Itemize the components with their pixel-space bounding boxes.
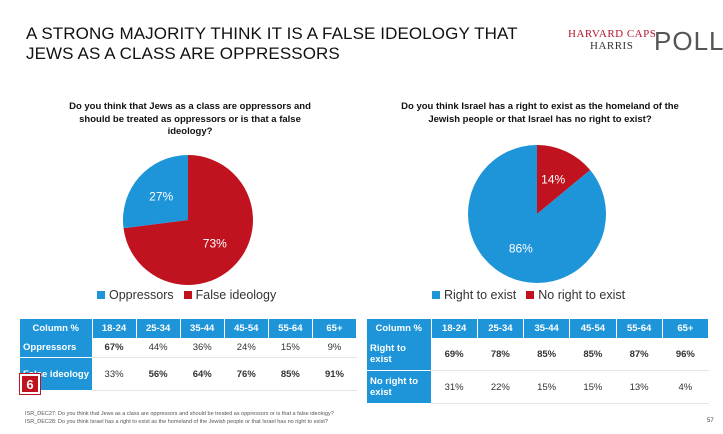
pie-2-question: Do you think Israel has a right to exist… (401, 101, 679, 125)
page-number: 57 (707, 418, 714, 424)
age-breakdown-table-oppressors: Column % 18-24 25-34 35-44 45-54 55-64 65+ Opp… (20, 319, 358, 391)
pie-1-legend: Oppressors False ideology (97, 288, 276, 302)
column-header-age: 65+ (312, 319, 358, 338)
table-cell: 24% (224, 338, 269, 358)
pie-2-legend: Right to exist No right to exist (432, 288, 625, 302)
pie-slice-false-ideology (123, 155, 253, 285)
table-cell: 15% (569, 370, 616, 404)
pie-slice-right-to-exist (468, 145, 606, 283)
table-cell: 13% (616, 370, 663, 404)
oppressors-pie-chart: 73% 27% (123, 155, 253, 285)
table-cell: 76% (224, 357, 269, 391)
legend-swatch-red (526, 291, 535, 299)
legend-label: No right to exist (538, 288, 626, 302)
legend-item-false-ideology: False ideology (183, 288, 277, 302)
slide-badge: 6 (19, 373, 41, 395)
column-header-age: 25-34 (136, 319, 181, 338)
table-cell: 87% (616, 338, 663, 371)
pie-1-question: Do you think that Jews as a class are op… (69, 101, 311, 137)
legend-label: Right to exist (444, 288, 517, 302)
column-header-age: 65+ (662, 319, 710, 338)
logo-line-1: HARVARD CAPS (568, 28, 657, 40)
table-row: Right to exist 69% 78% 85% 85% 87% 96% (367, 338, 709, 371)
legend-label: False ideology (195, 288, 277, 302)
legend-item-right-to-exist: Right to exist (432, 288, 516, 302)
table-cell: 85% (569, 338, 616, 371)
table-row: False ideology 33% 56% 64% 76% 85% 91% (20, 357, 357, 391)
footnotes: ISR_DEC27: Do you think that Jews as a c… (25, 410, 334, 426)
row-header: Right to exist (367, 338, 431, 371)
column-header-age: 18-24 (92, 319, 137, 338)
legend-item-no-right-to-exist: No right to exist (526, 288, 625, 302)
legend-swatch-blue (432, 291, 440, 299)
table-cell: 85% (268, 357, 313, 391)
legend-swatch-red (183, 291, 192, 299)
pie-data-label: 86% (509, 241, 533, 255)
column-header-age: 45-54 (224, 319, 269, 338)
column-header-age: 35-44 (523, 319, 571, 338)
column-header-age: 25-34 (477, 319, 525, 338)
table-cell: 31% (431, 370, 478, 404)
table-cell: 22% (477, 370, 524, 404)
table-cell: 56% (136, 357, 181, 391)
table-cell: 33% (92, 357, 137, 391)
legend-label: Oppressors (109, 288, 174, 302)
age-breakdown-table-right-to-exist: Column % 18-24 25-34 35-44 45-54 55-64 65+ Rig… (367, 319, 710, 404)
table-cell: 15% (523, 370, 570, 404)
pie-data-label: 73% (203, 237, 227, 251)
harvard-caps-harris-poll-logo: HARVARD CAPS HARRIS POLL (568, 26, 723, 56)
table-cell: 64% (180, 357, 225, 391)
column-header-age: 35-44 (180, 319, 225, 338)
row-header: No right to exist (367, 370, 431, 404)
table-cell: 4% (662, 370, 709, 404)
column-header-age: 55-64 (616, 319, 663, 338)
pie-slice-oppressors (123, 155, 188, 229)
table-row: Oppressors 67% 44% 36% 24% 15% 9% (20, 338, 357, 358)
table-row: No right to exist 31% 22% 15% 15% 13% 4% (367, 370, 709, 404)
table-cell: 15% (268, 338, 313, 358)
page-title: A STRONG MAJORITY THINK IT IS A FALSE ID… (26, 24, 518, 63)
right-to-exist-pie-chart: 14% 86% (468, 145, 606, 283)
column-header-age: 55-64 (268, 319, 313, 338)
table-cell: 91% (312, 357, 357, 391)
pie-data-label: 27% (149, 189, 173, 203)
table-cell: 96% (662, 338, 709, 371)
table-cell: 78% (477, 338, 524, 371)
table-cell: 69% (431, 338, 478, 371)
footnote-1: ISR_DEC27: Do you think that Jews as a c… (25, 411, 334, 417)
table-cell: 9% (312, 338, 357, 358)
logo-line-3: POLL (654, 26, 723, 56)
table-cell: 44% (136, 338, 181, 358)
column-header-age: 18-24 (431, 319, 478, 338)
legend-item-oppressors: Oppressors (97, 288, 174, 302)
pie-slice-no-right-to-exist (537, 145, 591, 214)
logo-line-2: HARRIS (590, 40, 634, 52)
row-header: Oppressors (20, 338, 92, 358)
column-header-label: Column % (20, 319, 93, 338)
column-header-age: 45-54 (569, 319, 617, 338)
footnote-2: ISR_DEC28: Do you think Israel has a rig… (25, 419, 328, 425)
pie-data-label: 14% (541, 173, 565, 187)
table-cell: 85% (523, 338, 570, 371)
column-header-label: Column % (367, 319, 432, 338)
legend-swatch-blue (97, 291, 105, 299)
table-cell: 36% (180, 338, 225, 358)
table-cell: 67% (92, 338, 137, 358)
